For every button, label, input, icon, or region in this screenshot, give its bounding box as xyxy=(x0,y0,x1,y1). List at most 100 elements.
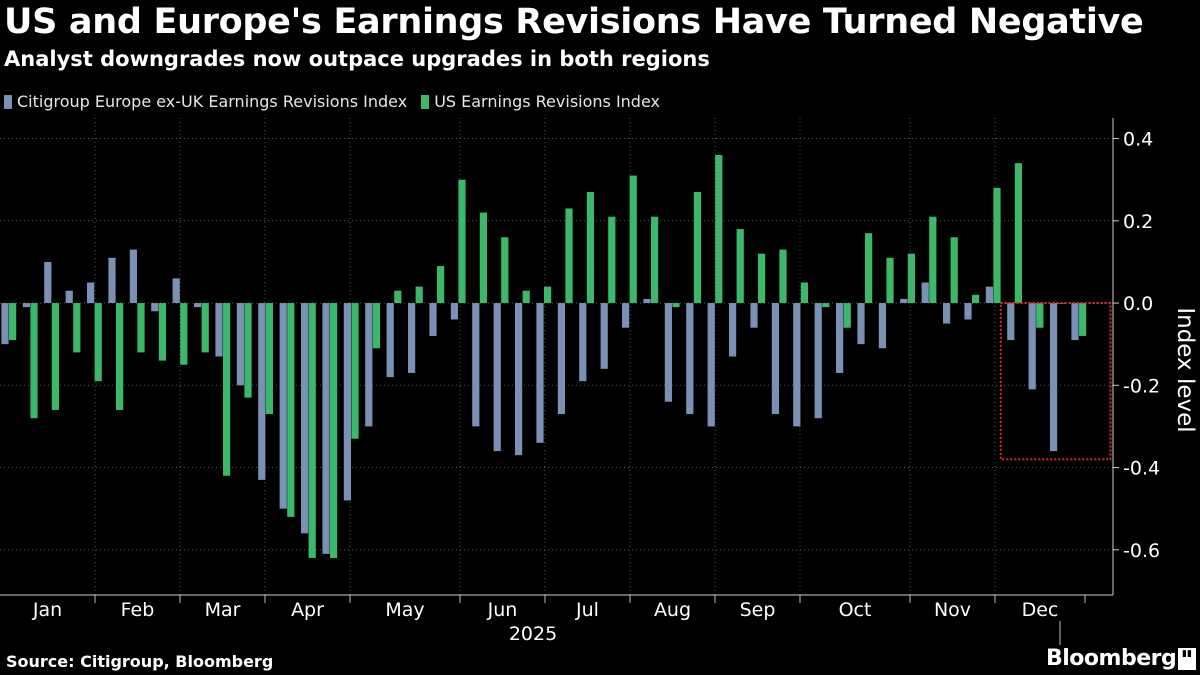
europe-bar xyxy=(493,303,501,452)
x-tick-label-jun: Jun xyxy=(487,599,518,621)
x-tick-label-sep: Sep xyxy=(740,599,776,621)
europe-bar xyxy=(857,303,865,345)
europe-bar xyxy=(429,303,437,336)
us-bar xyxy=(907,253,915,304)
us-bar xyxy=(586,192,594,304)
us-bar xyxy=(394,290,402,304)
us-bar xyxy=(822,303,830,308)
europe-bar xyxy=(579,303,587,382)
europe-bar xyxy=(771,303,779,415)
x-tick-label-jan: Jan xyxy=(32,599,62,621)
x-tick-label-apr: Apr xyxy=(291,599,324,621)
europe-bar xyxy=(65,290,73,304)
us-bar xyxy=(715,155,723,304)
europe-bar xyxy=(686,303,694,415)
us-bar xyxy=(351,303,359,439)
us-bar xyxy=(458,179,466,304)
europe-bar xyxy=(343,303,351,501)
us-bar xyxy=(94,303,102,382)
legend-swatch-europe xyxy=(4,94,12,109)
europe-bar xyxy=(258,303,266,480)
x-tick-label-may: May xyxy=(385,599,424,621)
us-bar xyxy=(73,303,81,353)
europe-bar xyxy=(985,286,993,304)
europe-bar xyxy=(450,303,458,320)
europe-bar xyxy=(515,303,523,456)
europe-bar xyxy=(1028,303,1036,390)
y-axis-title: Index level xyxy=(1172,307,1198,432)
y-tick-label: 0.4 xyxy=(1123,129,1153,151)
us-bar xyxy=(865,233,873,304)
us-bar xyxy=(330,303,338,558)
europe-bar xyxy=(600,303,608,369)
us-bar xyxy=(779,249,787,304)
us-bar xyxy=(116,303,124,410)
y-tick-label: -0.2 xyxy=(1123,375,1160,397)
europe-bar xyxy=(172,278,180,304)
europe-bar xyxy=(108,257,116,304)
us-bar xyxy=(158,303,166,361)
europe-bar xyxy=(236,303,244,386)
x-tick-label-nov: Nov xyxy=(934,599,971,621)
chart-title: US and Europe's Earnings Revisions Have … xyxy=(4,2,1144,42)
us-bar xyxy=(265,303,273,415)
us-bar xyxy=(672,303,680,308)
europe-bar xyxy=(1071,303,1079,341)
x-tick-label-mar: Mar xyxy=(205,599,241,621)
us-bar xyxy=(1079,303,1087,336)
chart-subtitle: Analyst downgrades now outpace upgrades … xyxy=(4,47,710,71)
europe-bar xyxy=(836,303,844,373)
europe-bar xyxy=(750,303,758,328)
us-bar xyxy=(651,216,659,304)
y-tick-label: 0.0 xyxy=(1123,293,1153,315)
legend: Citigroup Europe ex-UK Earnings Revision… xyxy=(4,92,660,111)
europe-bar xyxy=(622,303,630,328)
us-bar xyxy=(758,253,766,304)
us-bar xyxy=(244,303,252,398)
x-tick-label-dec: Dec xyxy=(1022,599,1059,621)
europe-bar xyxy=(215,303,223,357)
us-bar xyxy=(929,216,937,304)
europe-bar xyxy=(386,303,394,378)
europe-bar xyxy=(279,303,287,509)
us-bar xyxy=(180,303,188,365)
us-bar xyxy=(608,216,616,304)
europe-bar xyxy=(536,303,544,443)
us-bar xyxy=(736,229,744,304)
x-tick-label-jul: Jul xyxy=(575,599,599,621)
us-bar xyxy=(9,303,17,341)
europe-bar xyxy=(194,303,202,308)
us-bar xyxy=(223,303,231,476)
us-bar xyxy=(501,237,509,304)
us-bar xyxy=(137,303,145,353)
source-note: Source: Citigroup, Bloomberg xyxy=(6,652,274,671)
us-bar xyxy=(51,303,59,410)
us-bar xyxy=(287,303,295,517)
europe-bar xyxy=(900,298,908,304)
europe-bar xyxy=(322,303,330,554)
us-bar xyxy=(693,192,701,304)
us-bar xyxy=(629,175,637,304)
us-bar xyxy=(800,282,808,304)
europe-bar xyxy=(151,303,159,312)
x-tick-label-feb: Feb xyxy=(121,599,155,621)
us-bar xyxy=(1036,303,1044,328)
europe-bar xyxy=(408,303,416,373)
europe-bar xyxy=(793,303,801,427)
europe-bar xyxy=(943,303,951,324)
y-tick-label: -0.4 xyxy=(1123,458,1160,480)
europe-bar xyxy=(129,249,137,304)
legend-label-us: US Earnings Revisions Index xyxy=(434,92,660,111)
legend-label-europe: Citigroup Europe ex-UK Earnings Revision… xyxy=(17,92,408,111)
bloomberg-mark-icon: ▮▮ xyxy=(1178,648,1196,670)
us-bar xyxy=(308,303,316,558)
legend-swatch-us xyxy=(421,94,430,109)
us-bar xyxy=(950,237,958,304)
europe-bar xyxy=(964,303,972,320)
legend-item-europe: Citigroup Europe ex-UK Earnings Revision… xyxy=(4,92,407,111)
us-bar xyxy=(479,212,487,304)
x-axis-year-label: 2025 xyxy=(509,623,557,645)
europe-bar xyxy=(878,303,886,349)
europe-bar xyxy=(921,282,929,304)
